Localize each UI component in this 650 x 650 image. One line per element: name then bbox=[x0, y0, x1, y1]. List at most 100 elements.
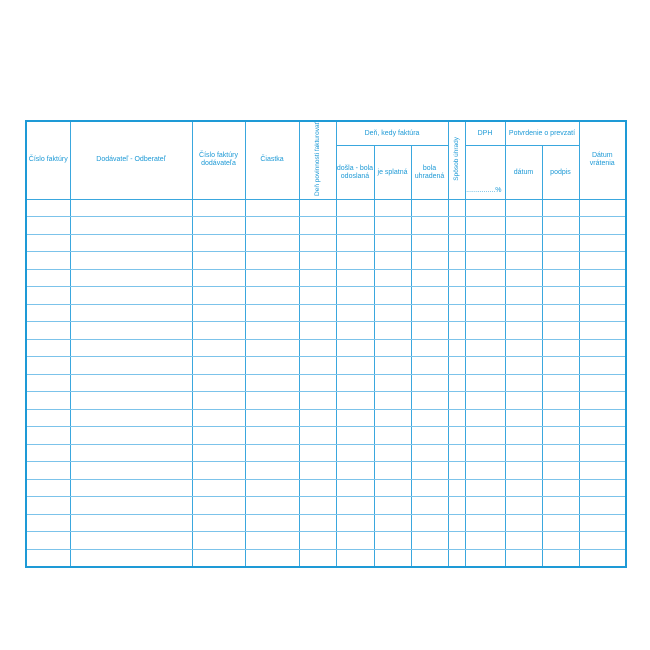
table-cell[interactable] bbox=[69, 303, 193, 323]
table-cell[interactable] bbox=[578, 513, 627, 533]
table-cell[interactable] bbox=[464, 338, 506, 358]
table-cell[interactable] bbox=[298, 268, 337, 288]
table-cell[interactable] bbox=[464, 496, 506, 515]
table-cell[interactable] bbox=[298, 251, 337, 270]
table-cell[interactable] bbox=[335, 391, 375, 410]
table-cell[interactable] bbox=[447, 286, 466, 305]
table-cell[interactable] bbox=[244, 356, 300, 375]
table-cell[interactable] bbox=[191, 461, 246, 480]
table-cell[interactable] bbox=[447, 216, 466, 235]
table-cell[interactable] bbox=[373, 216, 412, 235]
table-cell[interactable] bbox=[464, 356, 506, 375]
table-cell[interactable] bbox=[69, 531, 193, 550]
table-cell[interactable] bbox=[410, 198, 449, 218]
table-cell[interactable] bbox=[298, 356, 337, 375]
table-cell[interactable] bbox=[191, 338, 246, 358]
table-cell[interactable] bbox=[335, 303, 375, 323]
table-cell[interactable] bbox=[464, 216, 506, 235]
table-cell[interactable] bbox=[464, 286, 506, 305]
table-cell[interactable] bbox=[504, 478, 543, 498]
table-cell[interactable] bbox=[541, 198, 580, 218]
table-cell[interactable] bbox=[25, 496, 71, 515]
table-cell[interactable] bbox=[373, 251, 412, 270]
table-cell[interactable] bbox=[464, 321, 506, 340]
table-cell[interactable] bbox=[191, 513, 246, 533]
table-cell[interactable] bbox=[244, 233, 300, 253]
table-cell[interactable] bbox=[541, 426, 580, 445]
table-cell[interactable] bbox=[335, 513, 375, 533]
table-cell[interactable] bbox=[464, 461, 506, 480]
table-cell[interactable] bbox=[541, 303, 580, 323]
table-cell[interactable] bbox=[335, 478, 375, 498]
table-cell[interactable] bbox=[578, 408, 627, 428]
table-cell[interactable] bbox=[25, 426, 71, 445]
table-cell[interactable] bbox=[69, 216, 193, 235]
table-cell[interactable] bbox=[578, 478, 627, 498]
table-cell[interactable] bbox=[244, 443, 300, 463]
table-cell[interactable] bbox=[504, 286, 543, 305]
table-cell[interactable] bbox=[447, 233, 466, 253]
table-cell[interactable] bbox=[335, 356, 375, 375]
table-cell[interactable] bbox=[464, 548, 506, 568]
table-cell[interactable] bbox=[504, 461, 543, 480]
table-cell[interactable] bbox=[69, 513, 193, 533]
table-cell[interactable] bbox=[191, 548, 246, 568]
table-cell[interactable] bbox=[464, 531, 506, 550]
table-cell[interactable] bbox=[504, 426, 543, 445]
table-cell[interactable] bbox=[298, 443, 337, 463]
table-cell[interactable] bbox=[504, 216, 543, 235]
table-cell[interactable] bbox=[25, 373, 71, 393]
table-cell[interactable] bbox=[244, 268, 300, 288]
table-cell[interactable] bbox=[504, 338, 543, 358]
table-cell[interactable] bbox=[464, 303, 506, 323]
table-cell[interactable] bbox=[541, 338, 580, 358]
table-cell[interactable] bbox=[25, 443, 71, 463]
table-cell[interactable] bbox=[25, 198, 71, 218]
table-cell[interactable] bbox=[541, 478, 580, 498]
table-cell[interactable] bbox=[25, 233, 71, 253]
table-cell[interactable] bbox=[373, 286, 412, 305]
table-cell[interactable] bbox=[25, 408, 71, 428]
table-cell[interactable] bbox=[298, 373, 337, 393]
table-cell[interactable] bbox=[464, 198, 506, 218]
table-cell[interactable] bbox=[25, 303, 71, 323]
table-cell[interactable] bbox=[464, 443, 506, 463]
table-cell[interactable] bbox=[447, 268, 466, 288]
table-cell[interactable] bbox=[410, 443, 449, 463]
table-cell[interactable] bbox=[244, 338, 300, 358]
table-cell[interactable] bbox=[69, 198, 193, 218]
table-cell[interactable] bbox=[244, 198, 300, 218]
table-cell[interactable] bbox=[69, 373, 193, 393]
table-cell[interactable] bbox=[25, 513, 71, 533]
table-cell[interactable] bbox=[373, 303, 412, 323]
table-cell[interactable] bbox=[410, 286, 449, 305]
table-cell[interactable] bbox=[69, 286, 193, 305]
table-cell[interactable] bbox=[410, 216, 449, 235]
table-cell[interactable] bbox=[335, 426, 375, 445]
table-cell[interactable] bbox=[504, 531, 543, 550]
table-cell[interactable] bbox=[244, 373, 300, 393]
table-cell[interactable] bbox=[373, 531, 412, 550]
table-cell[interactable] bbox=[578, 216, 627, 235]
table-cell[interactable] bbox=[541, 268, 580, 288]
table-cell[interactable] bbox=[464, 391, 506, 410]
table-cell[interactable] bbox=[191, 373, 246, 393]
table-cell[interactable] bbox=[578, 531, 627, 550]
table-cell[interactable] bbox=[578, 548, 627, 568]
table-cell[interactable] bbox=[541, 233, 580, 253]
table-cell[interactable] bbox=[410, 268, 449, 288]
table-cell[interactable] bbox=[578, 303, 627, 323]
table-cell[interactable] bbox=[410, 338, 449, 358]
table-cell[interactable] bbox=[410, 496, 449, 515]
table-cell[interactable] bbox=[191, 496, 246, 515]
table-cell[interactable] bbox=[464, 251, 506, 270]
table-cell[interactable] bbox=[541, 408, 580, 428]
table-cell[interactable] bbox=[447, 321, 466, 340]
table-cell[interactable] bbox=[504, 391, 543, 410]
table-cell[interactable] bbox=[578, 286, 627, 305]
table-cell[interactable] bbox=[373, 548, 412, 568]
table-cell[interactable] bbox=[69, 268, 193, 288]
table-cell[interactable] bbox=[373, 373, 412, 393]
table-cell[interactable] bbox=[244, 426, 300, 445]
table-cell[interactable] bbox=[447, 338, 466, 358]
